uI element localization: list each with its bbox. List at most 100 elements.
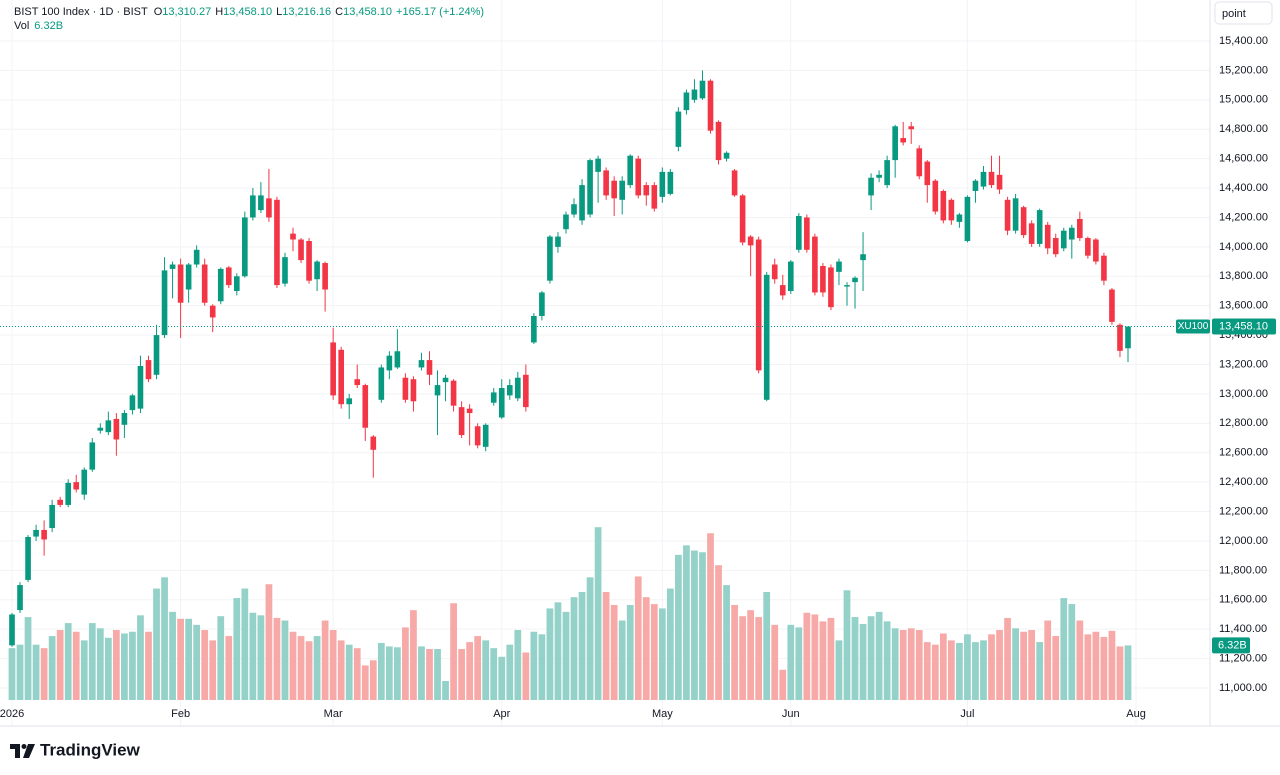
volume-bar xyxy=(329,630,337,700)
volume-bar xyxy=(1084,634,1092,700)
volume-bar xyxy=(843,590,851,700)
volume-bar xyxy=(779,669,787,700)
candle-body xyxy=(531,315,537,343)
y-tick-label: 14,400.00 xyxy=(1219,182,1268,194)
volume-bar xyxy=(273,617,281,700)
volume-bar xyxy=(361,665,369,700)
y-tick-label: 11,800.00 xyxy=(1219,564,1267,576)
candle-body xyxy=(250,195,256,218)
volume-bar xyxy=(731,604,738,700)
candle-body xyxy=(603,170,609,196)
candle-body xyxy=(924,161,931,186)
candle-body xyxy=(763,274,770,400)
legend-value: 13,458.10 xyxy=(343,6,392,18)
candle-body xyxy=(1077,218,1083,239)
candle-body xyxy=(466,408,473,414)
candle-body xyxy=(145,360,152,380)
candle-body xyxy=(739,195,746,243)
candle-body xyxy=(201,264,208,303)
candle-body xyxy=(948,199,955,221)
volume-bar xyxy=(851,617,859,700)
volume-bar xyxy=(56,630,64,700)
volume-bar xyxy=(353,648,361,700)
volume-tag xyxy=(1212,637,1250,654)
candle-body xyxy=(225,267,232,286)
candle-body xyxy=(715,121,722,161)
candle-body xyxy=(1036,210,1043,244)
volume-bar xyxy=(522,652,530,700)
candle-body xyxy=(217,268,224,302)
symbol-tag xyxy=(1176,319,1210,334)
volume-bar xyxy=(691,550,698,700)
y-tick-label: 15,000.00 xyxy=(1219,94,1268,106)
candle-body xyxy=(242,217,248,277)
candle-body xyxy=(796,215,802,250)
volume-bar xyxy=(466,642,474,700)
volume-bar xyxy=(193,624,201,700)
candle-body xyxy=(844,285,850,287)
volume-bar xyxy=(715,565,722,700)
legend-title: BIST 100 Index · 1D · BIST xyxy=(14,6,148,18)
volume-bar xyxy=(209,640,217,700)
volume-bar xyxy=(40,648,48,700)
legend-key: H xyxy=(215,6,223,18)
volume-bar xyxy=(907,628,915,700)
volume-bar xyxy=(1116,646,1124,700)
volume-bar xyxy=(1028,630,1036,700)
volume-bar xyxy=(546,608,554,700)
volume-bar xyxy=(578,592,586,700)
candle-body xyxy=(1125,326,1131,349)
candle-body xyxy=(169,264,176,269)
y-tick-label: 14,600.00 xyxy=(1219,153,1268,165)
volume-bar xyxy=(1004,617,1011,700)
volume-bar xyxy=(915,630,923,700)
x-tick-label: Jul xyxy=(960,708,974,720)
y-tick-label: 15,200.00 xyxy=(1219,64,1268,76)
volume-bar xyxy=(1020,631,1027,700)
volume-bar xyxy=(931,644,939,700)
volume-bar xyxy=(610,604,618,700)
volume-bar xyxy=(707,533,714,700)
volume-bar xyxy=(434,649,441,700)
y-tick-label: 14,200.00 xyxy=(1219,211,1268,223)
candle-body xyxy=(65,482,72,505)
candle-body xyxy=(980,171,987,187)
candle-body xyxy=(322,263,328,290)
candle-body xyxy=(563,214,569,230)
candle-body xyxy=(17,585,23,611)
candle-body xyxy=(707,80,714,131)
candle-body xyxy=(836,261,842,272)
candle-body xyxy=(1044,224,1051,249)
candle-body xyxy=(506,385,513,396)
scale-button-label[interactable]: point xyxy=(1222,8,1246,20)
volume-bar xyxy=(819,621,827,700)
legend-change: +165.17 (+1.24%) xyxy=(396,6,484,18)
candle-body xyxy=(667,171,674,194)
logo-mark xyxy=(23,744,35,758)
candle-body xyxy=(820,265,826,293)
volume-bar xyxy=(385,646,393,700)
candle-body xyxy=(1012,198,1019,231)
volume-bar xyxy=(939,633,947,700)
candle-body xyxy=(1101,255,1107,281)
volume-bar xyxy=(482,640,490,700)
volume-bar xyxy=(1052,636,1060,700)
y-tick-label: 15,400.00 xyxy=(1219,35,1268,47)
volume-bar xyxy=(305,641,313,700)
candle-body xyxy=(298,239,304,261)
brand-logo: TradingView xyxy=(10,740,141,759)
candle-body xyxy=(876,174,882,178)
volume-bar xyxy=(153,588,160,700)
volume-bar xyxy=(345,644,353,700)
volume-bar xyxy=(650,604,658,700)
volume-bar xyxy=(675,554,682,700)
candle-body xyxy=(964,196,971,241)
volume-bar xyxy=(24,617,32,700)
y-tick-label: 13,200.00 xyxy=(1219,358,1268,370)
scale-button[interactable] xyxy=(1214,1,1273,25)
candle-body xyxy=(1109,289,1115,322)
volume-bar xyxy=(498,656,506,700)
volume-bar xyxy=(72,631,80,700)
symbol-tag-label: XU100 xyxy=(1178,321,1209,332)
